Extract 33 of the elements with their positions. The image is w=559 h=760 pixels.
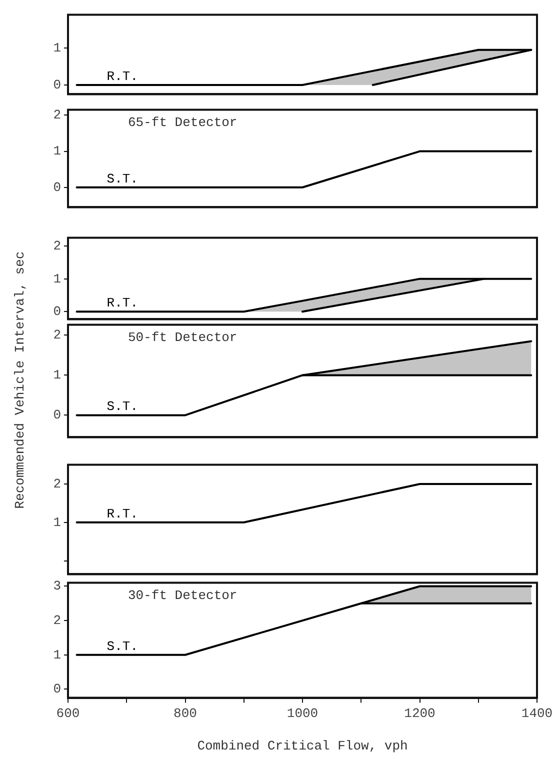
y-tick-label: 2 [53,476,61,492]
x-tick-label: 1200 [404,706,436,722]
x-tick-label: 1000 [286,706,318,722]
x-tick-label: 800 [174,706,197,722]
y-tick-label: 0 [53,77,61,92]
y-tick-label: 2 [53,108,61,123]
x-axis-title: Combined Critical Flow, vph [197,738,408,754]
y-tick-label: 2 [53,613,61,628]
y-tick-label: 2 [53,328,61,343]
y-tick-label: 1 [53,514,62,530]
x-tick-label: 600 [56,706,80,722]
y-tick-label: 1 [53,40,62,56]
y-tick-label: 3 [53,578,61,594]
y-axis-title: Recommended Vehicle Interval, sec [12,251,28,509]
y-tick-label: 1 [53,144,62,159]
chart-title: 30-ft Detector [128,588,238,603]
y-tick-label: 0 [53,682,61,697]
chart-title: 50-ft Detector [128,330,238,345]
y-tick-label: 0 [53,304,61,320]
y-tick-label: 1 [53,271,62,286]
series-label: S.T. [106,638,138,654]
y-tick-label: 0 [53,408,61,423]
x-tick-label: 1400 [521,706,553,722]
y-tick-label: 2 [53,238,61,254]
y-tick-label: 0 [53,180,61,195]
series-label: S.T. [106,399,138,414]
series-label: R.T. [106,296,138,311]
series-label: R.T. [106,68,138,84]
chart-title: 65-ft Detector [128,114,238,130]
y-tick-label: 1 [53,647,62,662]
y-tick-label: 1 [53,368,62,383]
series-label: R.T. [106,506,138,522]
series-label: S.T. [106,171,138,186]
